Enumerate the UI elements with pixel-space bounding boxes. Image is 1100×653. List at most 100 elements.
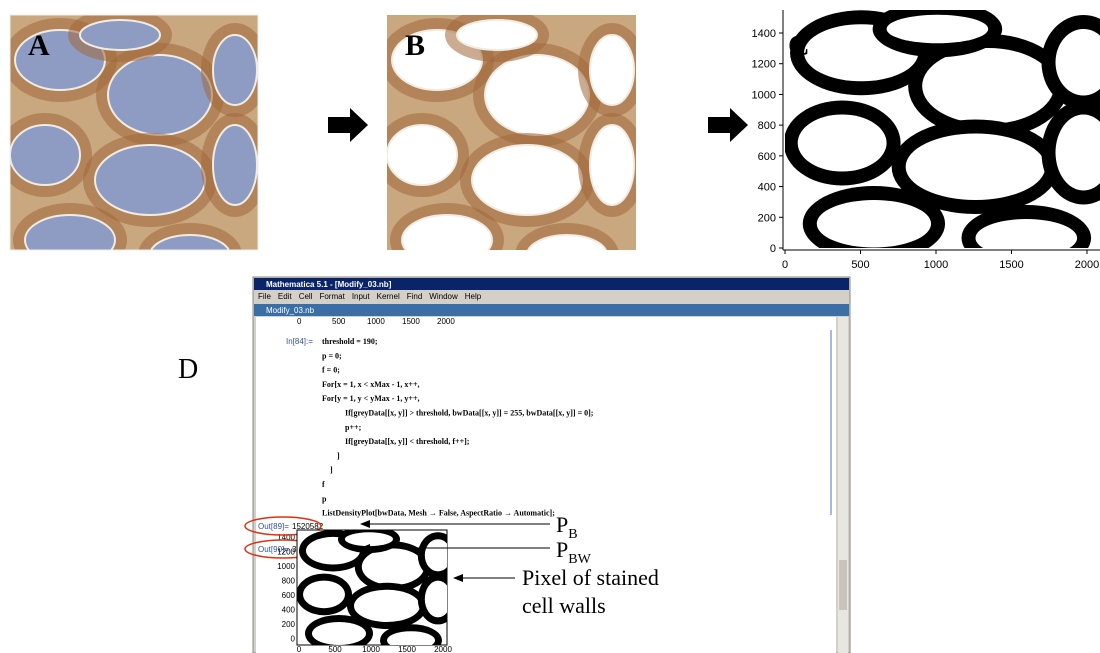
y-tick-label: 400 [758,182,776,194]
x-tick-label: 2000 [1075,259,1099,271]
menu-item[interactable]: Help [465,292,482,301]
x-tick-label: 500 [328,645,342,653]
notebook-title: Modify_03.nb [266,306,315,315]
ruler-label: 0 [297,317,302,326]
figure-svg: A B C D 05001000150020000200400600800100… [0,0,1100,653]
x-tick-label: 1500 [398,645,416,653]
annotation-sub: B [568,527,577,542]
y-tick-label: 200 [282,620,296,629]
white-lumen [976,219,1078,257]
y-tick-label: 1000 [752,89,776,101]
menu-item[interactable]: Kernel [377,292,400,301]
cell-lumen [457,20,537,50]
menu-item[interactable]: Edit [278,292,293,301]
menu-item[interactable]: Find [407,292,423,301]
annotation: Pixel of stained [522,565,659,590]
code-line: p [322,494,327,503]
code-line: f = 0; [322,366,340,375]
white-lumen [345,532,393,546]
y-tick-label: 1200 [752,59,776,71]
figure: A B C D 05001000150020000200400600800100… [0,0,1100,653]
cell-lumen [387,125,457,185]
cell-lumen [590,125,634,205]
menu-item[interactable]: Cell [299,292,313,301]
image-c [784,1,1100,271]
cell-lumen [25,215,115,265]
panel-label: A [28,29,50,62]
y-tick-label: 800 [758,120,776,132]
menu-item[interactable]: Format [319,292,345,301]
x-tick-label: 0 [297,645,302,653]
ruler-label: 1000 [367,317,385,326]
code-line: threshold = 190; [322,337,378,346]
y-tick-label: 800 [282,577,296,586]
code-line: ListDensityPlot[bwData, Mesh → False, As… [322,509,555,518]
x-tick-label: 1500 [999,259,1023,271]
cell-lumen [590,35,634,105]
panel-label: C [788,29,810,62]
white-lumen [887,15,989,44]
x-tick-label: 500 [851,259,869,271]
code-line: ] [337,451,340,460]
cell-lumen [527,235,607,275]
ruler-label: 2000 [437,317,455,326]
cell-lumen [108,55,212,135]
menu-item[interactable]: Window [429,292,458,301]
white-lumen [312,622,366,645]
code-line: For[y = 1, y < yMax - 1, y++, [322,394,420,403]
menu-item[interactable]: File [258,292,271,301]
menu-item[interactable]: Input [352,292,371,301]
y-tick-label: 600 [282,591,296,600]
code-line: p++; [345,423,362,432]
cell-lumen [80,20,160,50]
y-tick-label: 200 [758,212,776,224]
y-tick-label: 1400 [752,28,776,40]
cell-wall [138,223,242,287]
x-tick-label: 2000 [434,645,452,653]
ruler-label: 500 [332,317,346,326]
x-tick-label: 1000 [924,259,948,271]
output-label: Out[89]= [258,522,289,531]
y-tick-label: 400 [282,606,296,615]
arrow [708,108,748,142]
notebook-bar [254,304,849,316]
x-tick-label: 0 [782,259,788,271]
white-lumen [303,581,345,609]
cell-lumen [402,215,492,265]
white-lumen [362,548,424,585]
code-line: For[x = 1, x < xMax - 1, x++, [322,380,420,389]
y-tick-label: 1200 [277,548,295,557]
cell-lumen [472,145,582,215]
cell-lumen [213,125,257,205]
cell-lumen [10,125,80,185]
white-lumen [798,115,887,172]
y-tick-label: 0 [291,635,296,644]
white-lumen [354,590,420,622]
code-line: If[greyData[[x, y]] < threshold, f++]; [345,437,470,446]
white-lumen [906,134,1046,201]
y-tick-label: 600 [758,151,776,163]
ruler-label: 1500 [402,317,420,326]
panel-label: B [405,29,425,62]
annotation-main: P [556,537,568,562]
panel-label: D [178,354,198,385]
annotation: cell walls [522,593,606,618]
code-line: ] [330,466,333,475]
window-title: Mathematica 5.1 - [Modify_03.nb] [266,280,392,289]
scroll-thumb[interactable] [839,560,847,610]
white-lumen [922,48,1054,124]
cell-lumen [485,55,589,135]
annotation-main: P [556,512,568,537]
code-line: If[greyData[[x, y]] > threshold, bwData[… [345,409,594,418]
cell-lumen [95,145,205,215]
code-line: f [322,480,325,489]
y-tick-label: 1000 [277,562,295,571]
cell-lumen [150,235,230,275]
white-lumen [817,200,931,248]
input-label: In[84]:= [286,337,313,346]
arrow [328,108,368,142]
x-tick-label: 1000 [362,645,380,653]
code-line: p = 0; [322,351,342,360]
y-tick-label: 0 [770,243,776,255]
cell-lumen [213,35,257,105]
